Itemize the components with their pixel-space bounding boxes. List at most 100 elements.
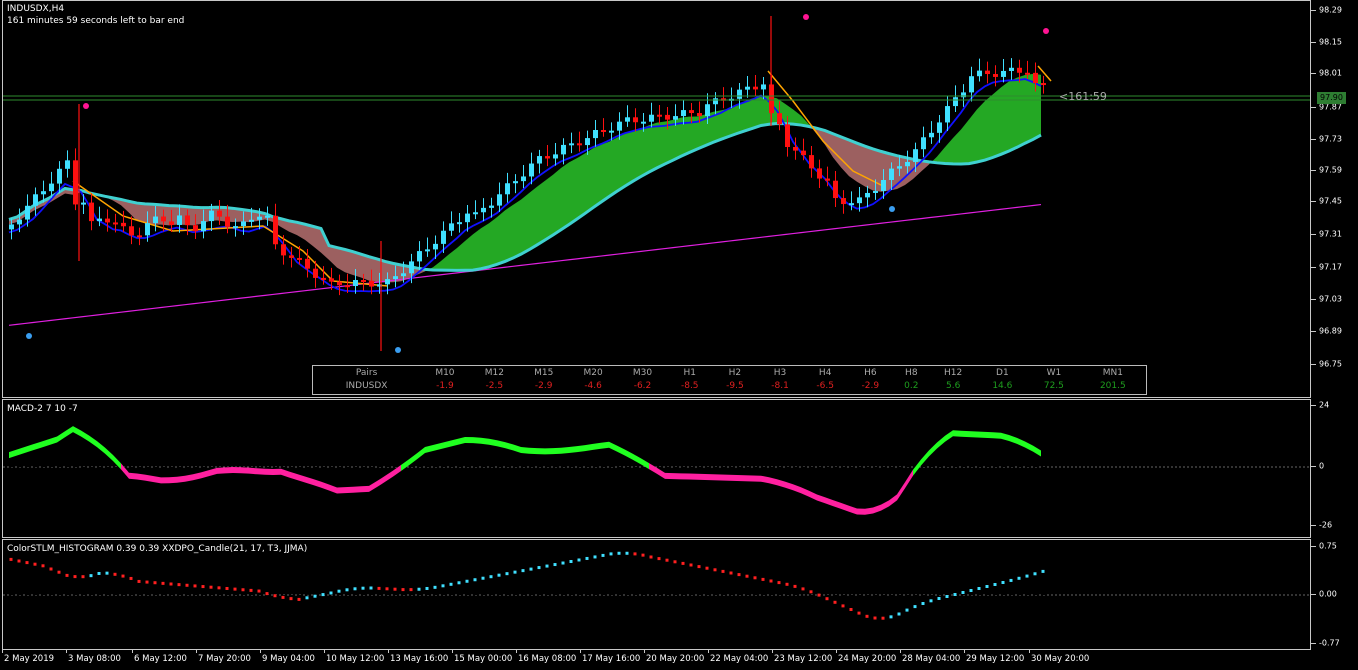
macd-scale[interactable]: 24 0 -26 xyxy=(1311,399,1358,538)
candles xyxy=(9,58,1046,296)
signal-dot xyxy=(337,589,341,593)
stlm-bar xyxy=(1017,573,1021,595)
signal-segment xyxy=(553,447,561,455)
candle-body xyxy=(305,258,310,269)
stlm-bar xyxy=(625,555,629,595)
ribbon-segment xyxy=(641,125,649,177)
ribbon-segment xyxy=(545,174,553,241)
stlm-bar xyxy=(745,579,749,595)
candle-body xyxy=(385,279,390,285)
signal-segment xyxy=(313,478,321,488)
stlm-scale[interactable]: 0.75 0.00 -0.77 xyxy=(1311,539,1358,650)
stlm-bar xyxy=(377,589,381,595)
signal-segment xyxy=(265,468,273,475)
signal-segment xyxy=(713,474,721,481)
macd-bar xyxy=(985,436,989,467)
signal-segment xyxy=(985,431,993,439)
macd-bar xyxy=(761,467,765,480)
stlm-bar xyxy=(361,588,365,595)
fractal-dot xyxy=(395,347,401,353)
macd-bar xyxy=(649,467,653,477)
candle-body xyxy=(145,223,150,236)
macd-pane[interactable]: MACD-2 7 10 -7 xyxy=(2,399,1311,538)
signal-segment xyxy=(225,467,233,474)
price-chart-pane[interactable]: INDUSDX,H4 161 minutes 59 seconds left t… xyxy=(2,0,1311,398)
stlm-tickmark xyxy=(1311,643,1316,644)
stlm-tickmark xyxy=(1311,594,1316,595)
macd-bar xyxy=(145,467,149,483)
strength-timeframe-h1: H1 xyxy=(683,367,697,378)
candle-body xyxy=(73,160,78,205)
strength-value-m15: -2.9 xyxy=(534,380,553,391)
signal-segment xyxy=(913,459,921,476)
signal-segment xyxy=(281,468,289,478)
candle-body xyxy=(329,278,334,282)
macd-bar xyxy=(449,438,453,467)
fractal-dot xyxy=(26,333,32,339)
signal-segment xyxy=(297,474,305,483)
price-tickmark xyxy=(1311,139,1316,140)
signal-segment xyxy=(729,474,737,481)
signal-segment xyxy=(137,473,145,481)
stlm-bar xyxy=(1033,569,1037,595)
signal-segment xyxy=(473,437,481,444)
stlm-bar xyxy=(913,595,917,601)
macd-bar xyxy=(1041,467,1045,470)
stlm-histogram-pane[interactable]: ColorSTLM_HISTOGRAM 0.39 0.39 XXDPO_Cand… xyxy=(2,539,1311,650)
strength-row-label: INDUSDX xyxy=(345,380,388,391)
candle-body xyxy=(449,223,454,231)
macd-bar xyxy=(401,450,405,467)
candle-body xyxy=(1033,72,1038,84)
ribbon-segment xyxy=(289,220,297,236)
strength-value-h4: -6.5 xyxy=(816,380,834,391)
stlm-bar xyxy=(513,569,517,595)
signal-dot xyxy=(945,595,949,598)
signal-segment xyxy=(665,472,673,480)
candle-body xyxy=(473,212,478,215)
macd-bar xyxy=(321,467,325,491)
macd-bar xyxy=(817,467,821,506)
macd-bar xyxy=(721,467,725,479)
signal-segment xyxy=(1033,445,1041,457)
stlm-bar xyxy=(937,594,941,595)
macd-bar xyxy=(681,467,685,478)
stlm-bar xyxy=(793,591,797,595)
macd-bar xyxy=(745,467,749,479)
signal-segment xyxy=(17,446,25,456)
macd-tick-label: 0 xyxy=(1319,461,1325,471)
candle-body xyxy=(345,285,350,288)
candle-body xyxy=(985,70,990,75)
stlm-bar xyxy=(393,590,397,595)
stlm-bar xyxy=(169,585,173,595)
signal-segment xyxy=(897,482,905,501)
candle-body xyxy=(81,202,86,205)
macd-bar xyxy=(801,467,805,501)
macd-bar xyxy=(825,467,829,509)
macd-tick-label: -26 xyxy=(1319,520,1333,530)
time-axis[interactable]: 2 May 2019 3 May 08:00 6 May 12:00 7 May 20… xyxy=(0,650,1311,670)
candle-body xyxy=(185,215,190,226)
signal-dot xyxy=(289,597,293,601)
signal-dot xyxy=(729,571,733,575)
signal-dot xyxy=(457,581,461,585)
ribbon-segment xyxy=(849,139,857,182)
ribbon-segment xyxy=(865,146,873,191)
price-scale[interactable]: 98.29 98.15 98.01 97.87 97.73 97.59 97.45 97.31… xyxy=(1311,0,1358,398)
time-label: 24 May 20:00 xyxy=(838,654,897,664)
candle-body xyxy=(233,226,238,229)
ribbon-segment xyxy=(369,256,377,283)
macd-bar xyxy=(881,467,885,489)
signal-segment xyxy=(185,474,193,482)
signal-segment xyxy=(569,446,577,454)
signal-segment xyxy=(345,486,353,494)
candle-body xyxy=(793,146,798,151)
signal-segment xyxy=(961,430,969,438)
stlm-bar xyxy=(993,580,997,595)
signal-dot xyxy=(753,576,757,580)
signal-segment xyxy=(425,445,433,453)
ribbon-segment xyxy=(121,199,129,213)
signal-dot xyxy=(569,560,573,563)
ribbon-segment xyxy=(521,193,529,255)
candle-body xyxy=(881,180,886,191)
macd-bar xyxy=(857,467,861,520)
